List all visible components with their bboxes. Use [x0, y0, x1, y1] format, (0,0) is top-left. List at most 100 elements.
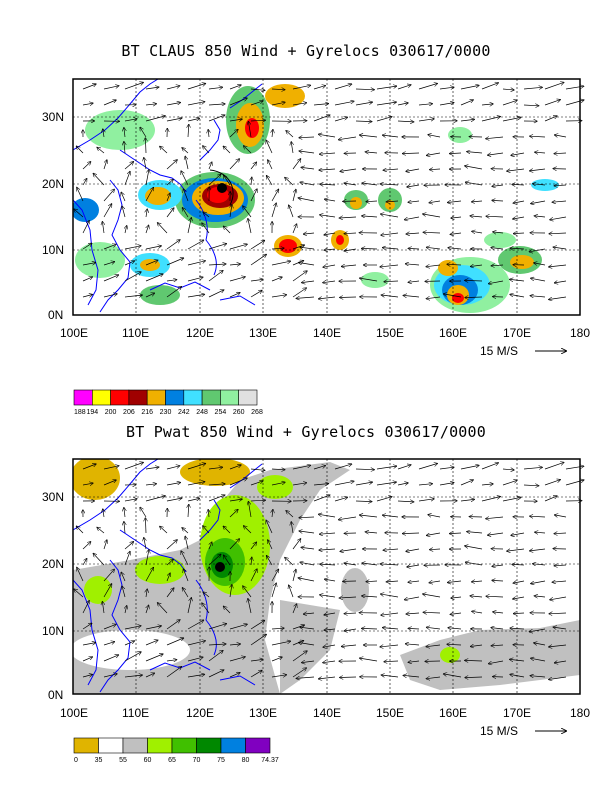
colorbar-label: 194	[86, 409, 98, 416]
wind-vector	[272, 510, 273, 518]
wind-vector	[208, 174, 221, 186]
wind-vector	[448, 628, 462, 629]
wind-vector	[428, 135, 441, 137]
wind-vector	[555, 661, 567, 663]
wind-vector	[124, 162, 133, 170]
colorbar-swatch	[73, 389, 93, 406]
wind-vector	[82, 221, 89, 234]
wind-vector	[146, 605, 149, 614]
wind-vector	[492, 200, 504, 201]
wind-vector	[355, 121, 372, 122]
wind-vector	[360, 515, 378, 517]
wind-vector	[344, 233, 357, 234]
wind-vector	[244, 526, 252, 534]
wind-vector	[533, 564, 546, 565]
wind-vector	[514, 613, 525, 614]
wind-vector	[381, 295, 399, 297]
wind-vector	[366, 581, 378, 582]
wind-vector	[531, 658, 546, 662]
panel2-title: BT Pwat 850 Wind + Gyrelocs 030617/0000	[126, 423, 486, 441]
wind-vector	[418, 119, 434, 121]
wind-vector	[250, 254, 266, 266]
p2-lon-170e: 170E	[503, 706, 532, 720]
wind-vector	[166, 180, 173, 186]
wind-vector	[187, 218, 191, 234]
wind-vector	[285, 178, 294, 186]
wind-vector	[103, 275, 119, 282]
colorbar-label: 230	[160, 409, 172, 416]
wind-vector	[418, 499, 434, 501]
wind-vector	[82, 559, 87, 566]
wind-vector	[488, 153, 504, 155]
wind-vector	[465, 297, 483, 298]
wind-vector	[492, 580, 504, 581]
wind-vector	[74, 209, 84, 218]
wind-vector	[271, 641, 290, 646]
colorbar-swatch	[146, 389, 166, 406]
wind-vector	[182, 148, 189, 154]
wind-vector	[286, 131, 294, 138]
wind-vector	[365, 152, 378, 153]
wind-vector	[313, 466, 325, 470]
colorbar-swatch	[73, 737, 99, 754]
wind-vector	[145, 518, 146, 534]
wind-vector	[502, 117, 521, 122]
wind-vector	[292, 465, 311, 470]
wind-vector	[418, 464, 437, 470]
wind-vector	[124, 142, 125, 154]
colorbar-label: 55	[119, 757, 127, 764]
wind-vector	[472, 611, 483, 613]
wind-vector	[292, 651, 307, 662]
wind-vector	[82, 179, 87, 186]
wind-vector	[511, 152, 525, 155]
wind-vector	[93, 174, 105, 186]
panel1-colorbar: 188 194 200 206 216 230 242 248 254 260 268	[73, 389, 263, 416]
wind-vector	[292, 668, 306, 678]
wind-vector	[535, 532, 546, 533]
wind-vector	[292, 604, 297, 614]
wind-vector	[523, 485, 539, 486]
wind-vector	[302, 281, 315, 283]
wind-vector	[507, 169, 525, 171]
wind-vector	[381, 214, 399, 218]
wind-vector	[300, 627, 315, 629]
colorbar-swatch	[110, 389, 130, 406]
wind-vector	[292, 159, 301, 170]
wind-vector	[208, 130, 209, 138]
wind-vector	[250, 240, 265, 250]
wind-vector	[166, 588, 174, 598]
wind-vector	[360, 135, 378, 137]
wind-vector	[250, 659, 263, 661]
wind-vector	[77, 568, 84, 582]
wind-vector	[549, 296, 567, 300]
wind-vector	[323, 661, 336, 663]
wind-vector	[187, 674, 205, 678]
wind-vector	[386, 581, 399, 582]
wind-vector	[383, 549, 399, 550]
wind-vector	[145, 260, 158, 266]
wind-vector	[250, 620, 265, 630]
wind-vector	[408, 248, 420, 249]
colorbar-label: 0	[74, 757, 78, 764]
wind-vector	[82, 643, 96, 646]
wind-vector	[549, 676, 567, 680]
wind-vector	[208, 244, 226, 250]
wind-vector	[187, 641, 205, 646]
wind-vector	[271, 675, 286, 677]
wind-vector	[292, 190, 296, 202]
wind-vector	[250, 481, 263, 486]
wind-vector	[565, 480, 584, 486]
wind-vector	[355, 501, 372, 502]
p1-lon-120e: 120E	[186, 326, 215, 340]
wind-vector	[286, 511, 294, 518]
wind-vector	[407, 565, 420, 567]
wind-vector	[229, 98, 247, 106]
wind-vector	[493, 612, 504, 613]
wind-vector	[250, 162, 256, 170]
wind-vector	[383, 628, 399, 629]
wind-vector	[292, 85, 311, 90]
wind-vector	[124, 675, 142, 677]
wind-vector	[423, 594, 441, 598]
wind-vector	[512, 184, 525, 185]
colorbar-swatch	[98, 737, 124, 754]
